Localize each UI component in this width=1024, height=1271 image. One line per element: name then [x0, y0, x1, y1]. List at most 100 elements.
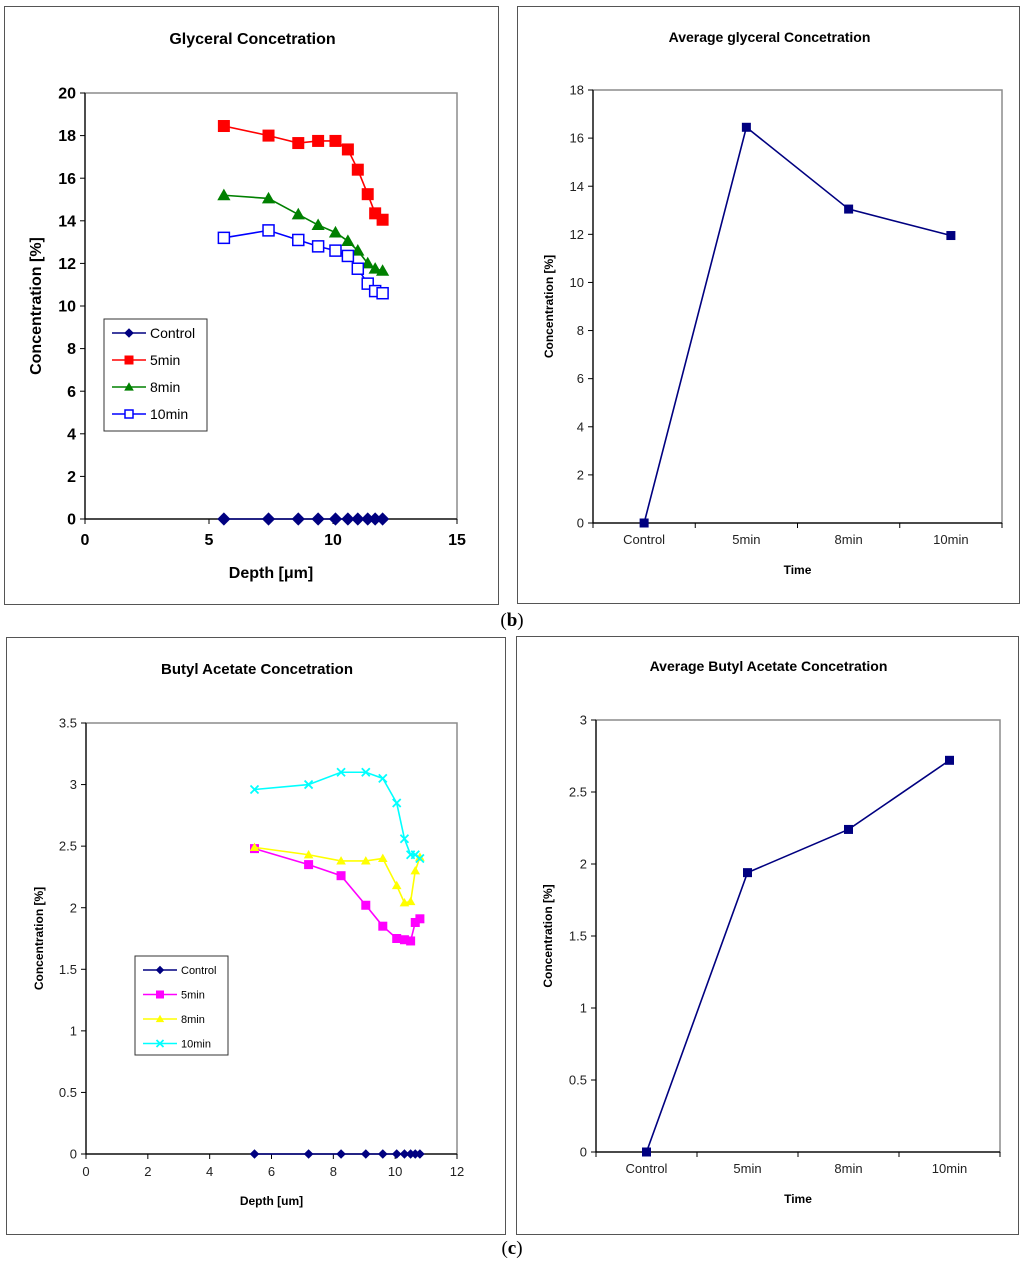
- data-point: [392, 798, 402, 808]
- data-point: [361, 900, 371, 910]
- data-point: [303, 1149, 314, 1159]
- data-point: [405, 896, 416, 906]
- legend-item: 8min: [143, 1014, 205, 1026]
- data-point: [945, 755, 954, 765]
- x-tick-label: 12: [450, 1164, 464, 1179]
- x-marker-stroke: [410, 850, 420, 860]
- series-8min: [249, 842, 425, 907]
- legend-label: 10min: [150, 406, 188, 422]
- x-tick-label: 10min: [933, 532, 968, 547]
- data-point: [376, 286, 389, 300]
- legend: Control 5min 8min 10min: [134, 955, 229, 1056]
- data-point: [376, 512, 390, 526]
- x-tick-label: 15: [448, 532, 466, 549]
- glyceral-depth-chart: Glyceral Concetration 0 2 4 6 8 10 12 14 16 18 20 0 5…: [28, 31, 466, 582]
- data-point: [378, 773, 388, 784]
- data-point: [399, 1149, 410, 1159]
- series-line: [223, 125, 384, 221]
- series-average: [639, 122, 956, 528]
- series-line: [254, 847, 421, 942]
- legend-marker: [124, 409, 134, 419]
- x-tick-label: 5min: [733, 1161, 761, 1176]
- x-tick-label: 10: [324, 532, 342, 549]
- data-point: [341, 143, 354, 156]
- legend-marker: [124, 328, 134, 338]
- chart-title: Glyceral Concetration: [169, 31, 335, 48]
- x-axis-label: Depth [um]: [240, 1194, 303, 1208]
- y-tick-label: 1: [580, 1001, 587, 1016]
- series-average: [642, 755, 954, 1157]
- data-point: [336, 1149, 346, 1159]
- data-point: [368, 512, 382, 526]
- y-tick-label: 8: [577, 323, 584, 338]
- series-10min: [249, 767, 425, 864]
- panel-butyl-average: Average Butyl Acetate Concetration 0 0.5 1 1…: [516, 636, 1019, 1235]
- data-point: [292, 233, 305, 247]
- data-point: [369, 207, 382, 220]
- data-point: [336, 767, 346, 777]
- data-point: [291, 512, 305, 526]
- data-point: [415, 914, 425, 924]
- series-line: [643, 125, 952, 524]
- x-tick-label: 2: [144, 1164, 151, 1179]
- data-point: [406, 936, 416, 946]
- y-axis-label: Concentration [%]: [541, 884, 555, 987]
- x-marker-stroke: [249, 784, 260, 795]
- y-tick-label: 3: [580, 713, 587, 728]
- data-point: [642, 1147, 651, 1157]
- data-point: [249, 784, 260, 795]
- data-point: [378, 1149, 388, 1159]
- data-point: [376, 264, 390, 276]
- data-point: [312, 134, 325, 147]
- x-marker-stroke: [155, 1039, 165, 1048]
- panel-glyceral-average: Average glyceral Concetration 0 2 4 6 8 10 12 14…: [517, 6, 1020, 604]
- x-tick-label: 8min: [835, 532, 863, 547]
- data-point: [304, 860, 314, 870]
- y-tick-label: 4: [67, 426, 76, 443]
- data-point: [415, 853, 425, 864]
- plot-area: [592, 89, 1003, 524]
- legend-marker: [124, 355, 134, 365]
- series-line: [254, 771, 421, 860]
- x-tick-label: Control: [623, 532, 665, 547]
- x-tick-label: 8: [330, 1164, 337, 1179]
- x-marker-stroke: [399, 834, 410, 844]
- legend-item: 5min: [143, 989, 205, 1001]
- x-marker-stroke: [378, 773, 388, 784]
- data-point: [351, 163, 364, 176]
- data-point: [311, 512, 325, 526]
- legend-item: 5min: [112, 352, 180, 368]
- glyceral-average-chart: Average glyceral Concetration 0 2 4 6 8 10 12 14…: [542, 29, 1003, 577]
- series-line: [254, 846, 421, 904]
- data-point: [303, 849, 314, 859]
- y-tick-label: 12: [570, 227, 584, 242]
- y-tick-label: 0.5: [569, 1073, 587, 1088]
- data-point: [376, 213, 389, 226]
- series-control: [217, 512, 390, 526]
- subfigure-label-c: (c): [501, 1238, 523, 1259]
- data-point: [291, 207, 305, 220]
- series-line: [645, 759, 950, 1153]
- y-tick-label: 0: [70, 1147, 77, 1162]
- data-point: [844, 204, 854, 214]
- data-point: [336, 856, 346, 865]
- legend-item: 10min: [143, 1038, 211, 1050]
- y-tick-label: 2: [67, 469, 76, 486]
- data-point: [261, 191, 276, 204]
- panel-glyceral-depth: Glyceral Concetration 0 2 4 6 8 10 12 14 16 18 20 0 5…: [4, 6, 499, 605]
- y-tick-label: 2: [580, 857, 587, 872]
- legend-item: Control: [143, 965, 216, 977]
- y-tick-label: 8: [67, 341, 76, 358]
- data-point: [249, 1149, 260, 1159]
- data-point: [351, 512, 365, 526]
- data-point: [392, 934, 402, 943]
- y-tick-label: 20: [58, 86, 76, 103]
- data-point: [217, 231, 231, 245]
- data-point: [415, 852, 425, 861]
- y-tick-label: 14: [570, 179, 584, 194]
- y-tick-label: 3: [70, 777, 77, 792]
- data-point: [217, 120, 230, 133]
- data-point: [368, 262, 382, 274]
- x-tick-label: 8min: [834, 1161, 862, 1176]
- y-tick-label: 10: [58, 299, 76, 316]
